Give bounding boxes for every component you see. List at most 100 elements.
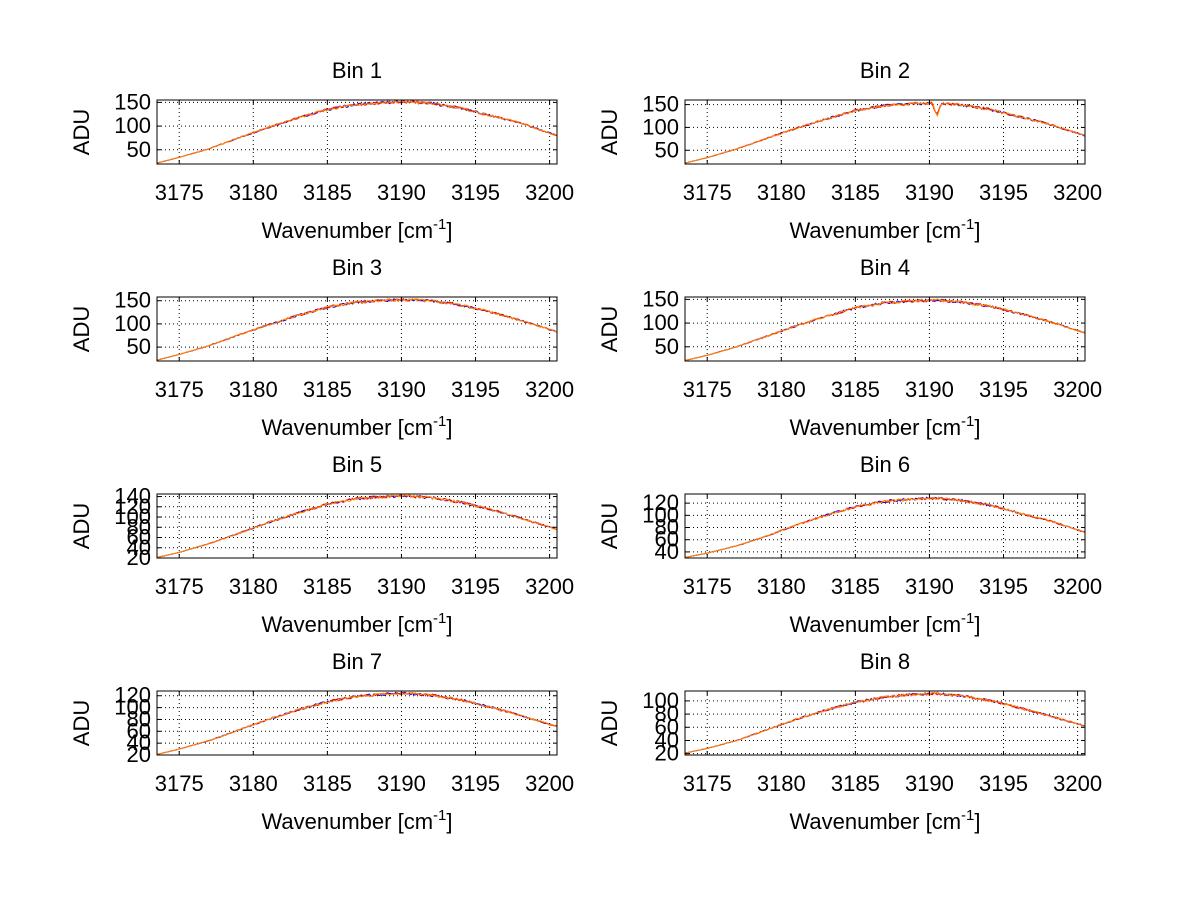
- x-tick-label: 3190: [377, 771, 426, 796]
- x-tick-label: 3175: [683, 771, 732, 796]
- subplot-title: Bin 8: [860, 649, 910, 674]
- x-tick-label: 3175: [155, 574, 204, 599]
- series-line-2: [684, 298, 1086, 362]
- x-tick-label: 3175: [155, 771, 204, 796]
- x-tick-label: 3180: [229, 771, 278, 796]
- axes-frame: [156, 493, 558, 559]
- series-line-3: [684, 691, 1086, 754]
- subplot-title: Bin 2: [860, 58, 910, 83]
- x-tick-label: 3195: [451, 180, 500, 205]
- y-tick-label: 60: [127, 525, 151, 550]
- x-tick-label: 3200: [1053, 574, 1102, 599]
- series-line-3: [684, 496, 1086, 558]
- y-axis-label: ADU: [597, 109, 622, 155]
- x-axis-label-sup: -1: [961, 807, 974, 824]
- x-tick-label: 3195: [451, 377, 500, 402]
- y-axis-label: ADU: [69, 306, 94, 352]
- x-tick-label: 3185: [303, 771, 352, 796]
- y-tick-label: 100: [114, 504, 151, 529]
- y-tick-label: 50: [127, 137, 151, 162]
- axes-frame: [156, 99, 558, 165]
- x-axis-label: Wavenumber [cm-1]: [261, 807, 452, 834]
- subplot-title: Bin 5: [332, 452, 382, 477]
- series-line-1: [156, 691, 558, 755]
- x-tick-label: 3185: [831, 180, 880, 205]
- y-tick-label: 150: [642, 286, 679, 311]
- y-axis-label: ADU: [69, 700, 94, 746]
- x-tick-label: 3200: [525, 771, 574, 796]
- y-tick-label: 50: [127, 334, 151, 359]
- axes-frame: [684, 493, 1086, 559]
- y-tick-label: 40: [655, 727, 679, 752]
- y-tick-label: 40: [655, 539, 679, 564]
- y-tick-label: 80: [127, 706, 151, 731]
- x-tick-label: 3180: [757, 574, 806, 599]
- y-tick-label: 60: [655, 714, 679, 739]
- x-tick-label: 3180: [757, 771, 806, 796]
- x-axis-label-end: ]: [974, 218, 980, 243]
- x-axis-label-text: Wavenumber [cm: [261, 415, 433, 440]
- series-line-1: [684, 298, 1086, 362]
- x-tick-label: 3195: [979, 180, 1028, 205]
- y-tick-label: 120: [642, 490, 679, 515]
- axes-frame: [156, 690, 558, 756]
- x-axis-label-sup: -1: [961, 216, 974, 233]
- x-tick-label: 3200: [1053, 377, 1102, 402]
- x-axis-label: Wavenumber [cm-1]: [789, 610, 980, 637]
- x-tick-label: 3175: [155, 180, 204, 205]
- x-tick-label: 3190: [377, 180, 426, 205]
- y-tick-label: 100: [642, 688, 679, 713]
- series-line-3: [156, 494, 558, 558]
- y-tick-label: 60: [655, 527, 679, 552]
- x-tick-label: 3190: [905, 180, 954, 205]
- x-tick-label: 3190: [905, 377, 954, 402]
- subplot-title: Bin 4: [860, 255, 910, 280]
- x-tick-label: 3175: [683, 574, 732, 599]
- x-axis-label-text: Wavenumber [cm: [789, 415, 961, 440]
- x-tick-label: 3195: [451, 771, 500, 796]
- series-line-2: [156, 297, 558, 361]
- series-line-1: [684, 691, 1086, 754]
- x-axis-label-end: ]: [974, 809, 980, 834]
- axes-frame: [684, 99, 1086, 165]
- x-axis-label: Wavenumber [cm-1]: [789, 216, 980, 243]
- x-tick-label: 3200: [1053, 771, 1102, 796]
- series-line-3: [156, 100, 558, 164]
- x-tick-label: 3185: [831, 377, 880, 402]
- x-tick-label: 3190: [905, 771, 954, 796]
- x-tick-label: 3180: [757, 180, 806, 205]
- series-line-1: [156, 298, 558, 361]
- y-tick-label: 100: [642, 310, 679, 335]
- y-tick-label: 120: [114, 494, 151, 519]
- x-tick-label: 3175: [683, 180, 732, 205]
- x-tick-label: 3175: [155, 377, 204, 402]
- axes-frame: [684, 296, 1086, 362]
- y-tick-label: 80: [655, 515, 679, 540]
- y-tick-label: 40: [127, 730, 151, 755]
- y-tick-label: 100: [114, 695, 151, 720]
- series-line-2: [156, 100, 558, 164]
- x-axis-label-end: ]: [974, 415, 980, 440]
- y-axis-label: ADU: [69, 503, 94, 549]
- x-axis-label-sup: -1: [433, 807, 446, 824]
- series-line-1: [684, 101, 1086, 164]
- y-tick-label: 100: [114, 311, 151, 336]
- subplot-title: Bin 7: [332, 649, 382, 674]
- y-tick-label: 120: [114, 683, 151, 708]
- y-tick-label: 40: [127, 535, 151, 560]
- series-line-2: [156, 691, 558, 755]
- y-axis-label: ADU: [597, 306, 622, 352]
- subplot-title: Bin 6: [860, 452, 910, 477]
- y-tick-label: 150: [114, 89, 151, 114]
- y-tick-label: 20: [655, 741, 679, 766]
- x-axis-label-end: ]: [446, 415, 452, 440]
- x-tick-label: 3195: [979, 377, 1028, 402]
- y-tick-label: 20: [127, 742, 151, 767]
- x-tick-label: 3180: [229, 180, 278, 205]
- y-axis-label: ADU: [597, 503, 622, 549]
- x-tick-label: 3180: [757, 377, 806, 402]
